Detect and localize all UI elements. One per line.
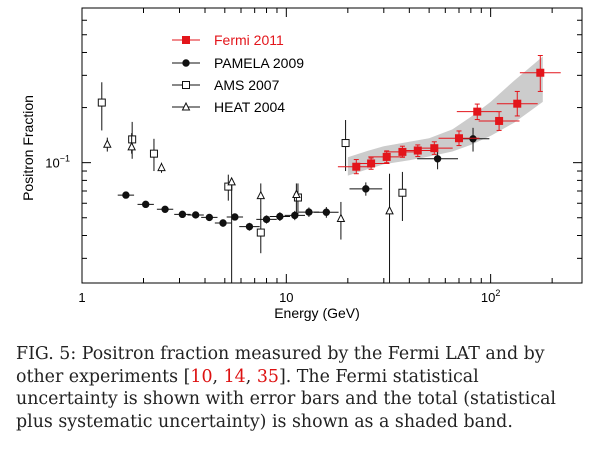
point-heat-2004: [256, 190, 266, 200]
point-heat-2004: [157, 162, 166, 172]
point-fermi-2011: [367, 159, 376, 168]
figure-caption: FIG. 5: Positron fraction measured by th…: [16, 343, 582, 433]
point-pamela-2009: [178, 210, 187, 219]
axes-layer: 1 10 102 10−1: [45, 8, 582, 305]
series-heat-2004: [102, 133, 394, 283]
legend-label-fermi-2011: Fermi 2011: [214, 32, 284, 48]
uncertainty-band-layer: [347, 56, 543, 176]
point-ams-2007: [398, 188, 407, 197]
point-pamela-2009: [191, 211, 200, 219]
point-heat-2004: [102, 139, 112, 148]
point-pamela-2009: [161, 205, 169, 214]
x-tick-label: 102: [481, 288, 500, 305]
point-pamela-2009: [362, 185, 370, 193]
point-fermi-2011: [536, 68, 545, 77]
uncertainty-band: [347, 56, 543, 176]
point-fermi-2011: [513, 99, 522, 108]
data-marks-layer: [97, 55, 561, 283]
legend-marker-ams-2007: [182, 81, 190, 89]
legend-label-pamela-2009: PAMELA 2009: [214, 55, 304, 71]
caption-text-lead: FIG. 5: Positron fraction measured by th…: [16, 344, 545, 387]
point-pamela-2009: [219, 219, 227, 227]
point-pamela-2009: [231, 213, 239, 221]
y-axis-label: Positron Fraction: [20, 95, 36, 201]
legend-label-ams-2007: AMS 2007: [214, 77, 280, 93]
point-ams-2007: [97, 98, 106, 107]
point-ams-2007: [149, 149, 158, 158]
point-fermi-2011: [382, 152, 391, 161]
series-pamela-2009: [117, 127, 490, 231]
point-ams-2007: [128, 135, 137, 144]
point-ams-2007: [341, 139, 350, 148]
legend-marker-pamela-2009: [182, 59, 190, 67]
x-tick-label: 10: [279, 290, 293, 305]
legend: Fermi 2011 PAMELA 2009 AMS 2007 HEAT 2004: [172, 32, 304, 115]
point-ams-2007: [256, 228, 265, 237]
x-tick-label-exponent: 2: [495, 288, 500, 298]
plot-frame: [81, 7, 583, 284]
point-fermi-2011: [454, 134, 463, 143]
point-fermi-2011: [473, 107, 482, 116]
caption-ref-10[interactable]: 10: [190, 366, 213, 387]
caption-ref-35[interactable]: 35: [256, 366, 279, 387]
point-heat-2004: [227, 176, 236, 186]
point-fermi-2011: [430, 144, 439, 153]
point-heat-2004: [292, 189, 301, 198]
point-pamela-2009: [322, 208, 331, 216]
point-pamela-2009: [291, 211, 299, 220]
point-pamela-2009: [433, 155, 442, 163]
point-pamela-2009: [205, 213, 214, 222]
point-fermi-2011: [398, 147, 407, 156]
point-pamela-2009: [141, 200, 150, 209]
point-heat-2004: [127, 141, 136, 151]
x-tick-label: 1: [78, 290, 85, 305]
legend-marker-heat-2004: [181, 101, 191, 111]
caption-separator: ,: [212, 366, 224, 387]
point-pamela-2009: [469, 135, 477, 143]
x-axis-label: Energy (GeV): [274, 305, 360, 321]
point-fermi-2011: [352, 162, 361, 171]
y-tick-label: 10−1: [45, 154, 70, 171]
caption-ref-14[interactable]: 14: [223, 366, 246, 387]
y-tick-label-exponent: −1: [60, 154, 70, 164]
point-fermi-2011: [413, 146, 422, 155]
legend-marker-fermi-2011: [182, 36, 190, 44]
point-pamela-2009: [122, 191, 130, 199]
point-pamela-2009: [262, 215, 271, 224]
point-pamela-2009: [245, 222, 254, 231]
series-fermi-2011: [337, 55, 561, 175]
caption-text-tail: ]. The Fermi statistical uncertainty is …: [16, 366, 556, 432]
point-pamela-2009: [276, 212, 284, 221]
point-fermi-2011: [495, 116, 504, 125]
legend-label-heat-2004: HEAT 2004: [214, 99, 285, 115]
caption-separator: ,: [245, 366, 257, 387]
point-pamela-2009: [305, 208, 313, 216]
point-heat-2004: [385, 205, 394, 215]
point-heat-2004: [336, 213, 346, 223]
